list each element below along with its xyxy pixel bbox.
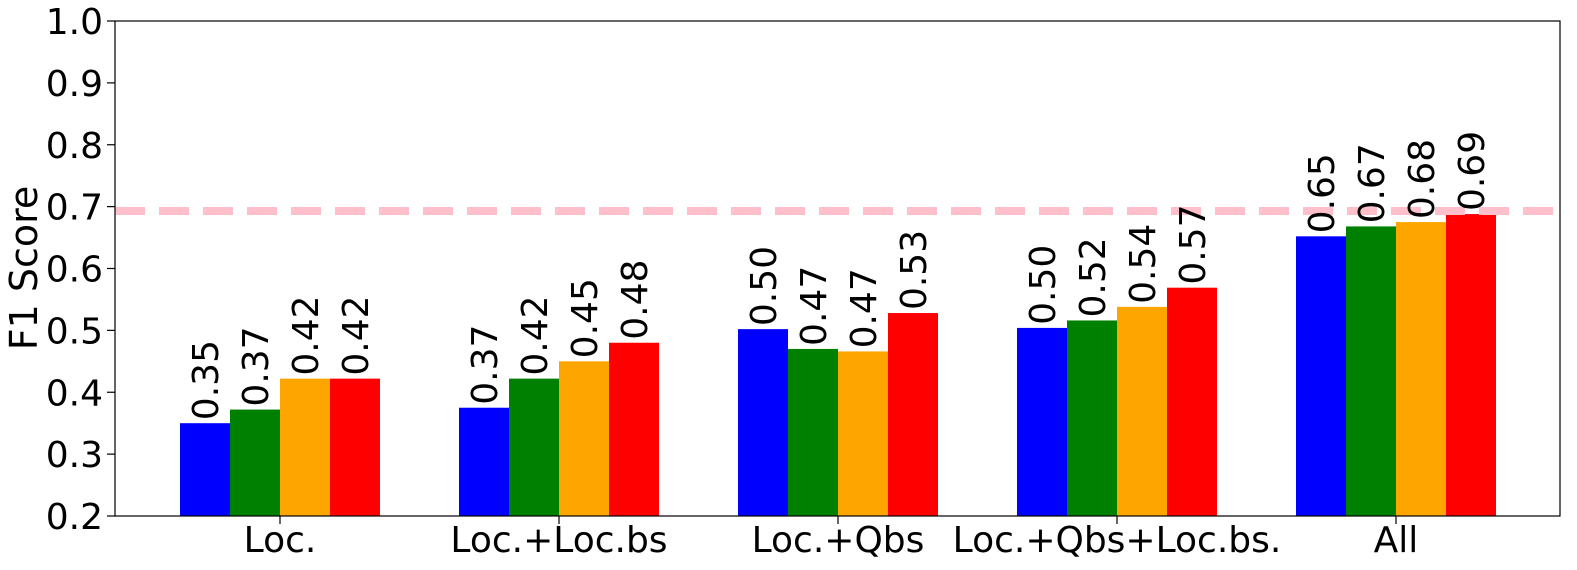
data-label: 0.65: [1302, 153, 1343, 233]
y-axis: 0.2 0.3 0.4 0.5 0.6 0.7 0.8 0.9 1.0: [46, 2, 115, 538]
data-label: 0.42: [336, 295, 377, 375]
bar-2-series-4: [609, 342, 659, 516]
data-label: 0.45: [565, 278, 606, 358]
x-tick-label: Loc.+Qbs: [752, 520, 925, 561]
bar-2-series-1: [459, 407, 509, 516]
y-tick-label: 0.5: [46, 311, 103, 352]
data-label: 0.35: [186, 340, 227, 420]
data-label: 0.68: [1402, 139, 1443, 219]
bar-1-series-3: [280, 378, 330, 516]
y-tick-label: 0.9: [46, 64, 103, 105]
data-label: 0.47: [794, 266, 835, 346]
y-tick-label: 0.7: [46, 188, 103, 229]
x-tick-label: All: [1374, 520, 1419, 561]
y-tick-label: 0.6: [46, 250, 103, 291]
bar-3-series-2: [788, 348, 838, 516]
bar-4-series-2: [1067, 320, 1117, 516]
data-label: 0.52: [1073, 237, 1114, 317]
x-tick-label: Loc.: [244, 520, 317, 561]
x-tick-label: Loc.+Qbs+Loc.bs.: [953, 520, 1282, 561]
bar-5-series-3: [1396, 222, 1446, 516]
bar-5-series-4: [1446, 214, 1496, 517]
bar-4-series-3: [1117, 306, 1167, 516]
y-tick-label: 1.0: [46, 2, 103, 43]
data-label: 0.57: [1173, 205, 1214, 285]
bar-2-series-3: [559, 361, 609, 516]
y-axis-title: F1 Score: [2, 186, 46, 351]
data-label: 0.54: [1123, 224, 1164, 304]
data-labels-layer: 0.35 0.37 0.42 0.42 0.37 0.42 0.45 0.48 0.50 0.47…: [186, 131, 1493, 420]
data-label: 0.69: [1452, 131, 1493, 211]
data-label: 0.48: [615, 260, 656, 340]
bar-5-series-2: [1346, 226, 1396, 517]
data-label: 0.50: [1023, 245, 1064, 325]
data-label: 0.37: [236, 326, 277, 406]
data-label: 0.42: [286, 295, 327, 375]
bar-2-series-2: [509, 378, 559, 516]
y-tick-label: 0.3: [46, 435, 103, 476]
bar-1-series-1: [180, 423, 230, 516]
y-tick-label: 0.8: [46, 126, 103, 167]
data-label: 0.50: [744, 246, 785, 326]
data-label: 0.67: [1352, 143, 1393, 223]
data-label: 0.53: [894, 230, 935, 310]
bar-4-series-1: [1017, 327, 1067, 516]
bar-3-series-4: [888, 313, 938, 516]
bar-5-series-1: [1296, 236, 1346, 516]
data-label: 0.42: [515, 295, 556, 375]
x-axis: Loc. Loc.+Loc.bs Loc.+Qbs Loc.+Qbs+Loc.bs. A…: [244, 516, 1419, 561]
y-tick-label: 0.2: [46, 497, 103, 538]
y-tick-label: 0.4: [46, 373, 103, 414]
bar-3-series-3: [838, 351, 888, 516]
data-label: 0.47: [844, 268, 885, 348]
x-tick-label: Loc.+Loc.bs: [450, 520, 667, 561]
bars-layer: [180, 214, 1496, 517]
bar-1-series-2: [230, 409, 280, 516]
bar-1-series-4: [330, 378, 380, 516]
data-label: 0.37: [465, 325, 506, 405]
bar-3-series-1: [738, 329, 788, 516]
bar-4-series-4: [1167, 287, 1217, 516]
